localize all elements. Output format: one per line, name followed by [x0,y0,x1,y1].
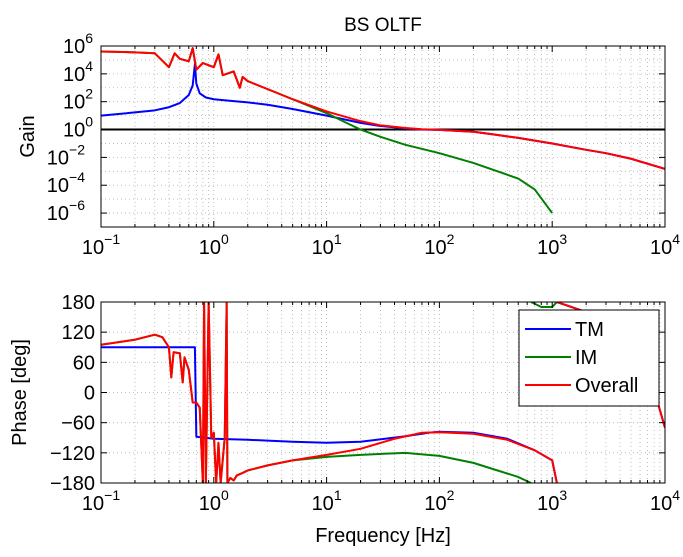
gain-plot: 10−1 100 101 102 103 10410−610−410−2100102104… [17,15,680,259]
x-tick-label: 104 [650,487,680,515]
y-axis-label: Gain [17,115,39,157]
y-tick-label: 60 [73,352,95,374]
y-tick-exponent: 6 [85,30,93,46]
x-tick-base: 10 [82,493,104,515]
y-tick-base: 10 [63,92,85,114]
x-tick-base: 10 [537,493,559,515]
x-tick-label: 102 [424,231,454,259]
y-tick-base: 10 [63,120,85,142]
x-tick-label: 10−1 [82,487,120,515]
x-tick-base: 10 [424,493,446,515]
x-tick-exponent: 4 [672,487,680,503]
x-tick-exponent: 2 [447,231,455,247]
y-tick-exponent: −4 [69,169,85,185]
y-tick-label: 10−2 [47,141,85,169]
x-tick-exponent: 3 [559,487,567,503]
y-tick-label: −120 [50,443,95,465]
x-tick-exponent: 4 [672,231,680,247]
y-tick-base: 10 [47,203,69,225]
chart-title: BS OLTF [344,15,422,36]
axes-frame [100,45,666,228]
x-tick-base: 10 [537,237,559,259]
y-tick-label: 106 [63,30,93,58]
x-tick-base: 10 [312,237,334,259]
y-tick-label: 10−4 [47,169,85,197]
series-2-series-line [101,47,665,170]
x-tick-base: 10 [199,493,221,515]
legend-label-overall: Overall [575,375,638,397]
phase-plot: 10−1 100 101 102 103 104−180−120−60060120180P… [9,292,680,547]
x-tick-base: 10 [650,237,672,259]
y-tick-base: 10 [63,64,85,86]
y-tick-label: 10−6 [47,197,85,225]
y-tick-exponent: −6 [69,197,85,213]
x-tick-exponent: −1 [104,231,120,247]
x-tick-base: 10 [199,237,221,259]
x-tick-label: 103 [537,487,567,515]
axes-background [101,46,665,227]
x-tick-labels: 10−1 100 101 102 103 104 [82,231,680,259]
legend-label-im: IM [575,347,597,369]
x-tick-base: 10 [424,237,446,259]
y-tick-label: −180 [50,473,95,495]
legend: TM IM Overall [518,309,660,407]
series-group [101,47,665,214]
y-tick-exponent: 2 [85,86,93,102]
y-tick-base: 10 [63,36,85,58]
x-tick-exponent: 0 [221,487,229,503]
x-tick-label: 100 [199,231,229,259]
x-tick-label: 101 [312,231,342,259]
legend-label-tm: TM [575,319,604,341]
x-tick-label: 10−1 [82,231,120,259]
y-tick-exponent: 4 [85,58,93,74]
x-tick-label: 102 [424,487,454,515]
x-tick-label: 104 [650,231,680,259]
y-tick-exponent: 0 [85,114,93,130]
y-tick-labels: −180 −120 −60 0 60 120 180 [50,292,95,495]
y-tick-label: −60 [61,413,95,435]
x-tick-labels: 10−1 100 101 102 103 104 [82,487,680,515]
x-tick-base: 10 [312,493,334,515]
y-tick-label: 180 [62,292,95,314]
y-tick-label: 102 [63,86,93,114]
y-tick-label: 0 [84,383,95,405]
y-tick-label: 104 [63,58,93,86]
x-tick-exponent: 1 [334,231,342,247]
y-tick-label: 120 [62,322,95,344]
y-tick-base: 10 [47,147,69,169]
y-tick-base: 10 [47,175,69,197]
x-tick-exponent: 0 [221,231,229,247]
y-tick-exponent: −2 [69,141,85,157]
x-tick-label: 103 [537,231,567,259]
x-tick-label: 100 [199,487,229,515]
x-tick-exponent: −1 [104,487,120,503]
x-tick-label: 101 [312,487,342,515]
x-axis-label: Frequency [Hz] [315,525,451,547]
x-tick-base: 10 [82,237,104,259]
x-tick-exponent: 2 [447,487,455,503]
y-tick-label: 100 [63,114,93,142]
x-tick-exponent: 3 [559,231,567,247]
y-axis-label: Phase [deg] [9,339,31,446]
x-tick-exponent: 1 [334,487,342,503]
x-tick-base: 10 [650,493,672,515]
